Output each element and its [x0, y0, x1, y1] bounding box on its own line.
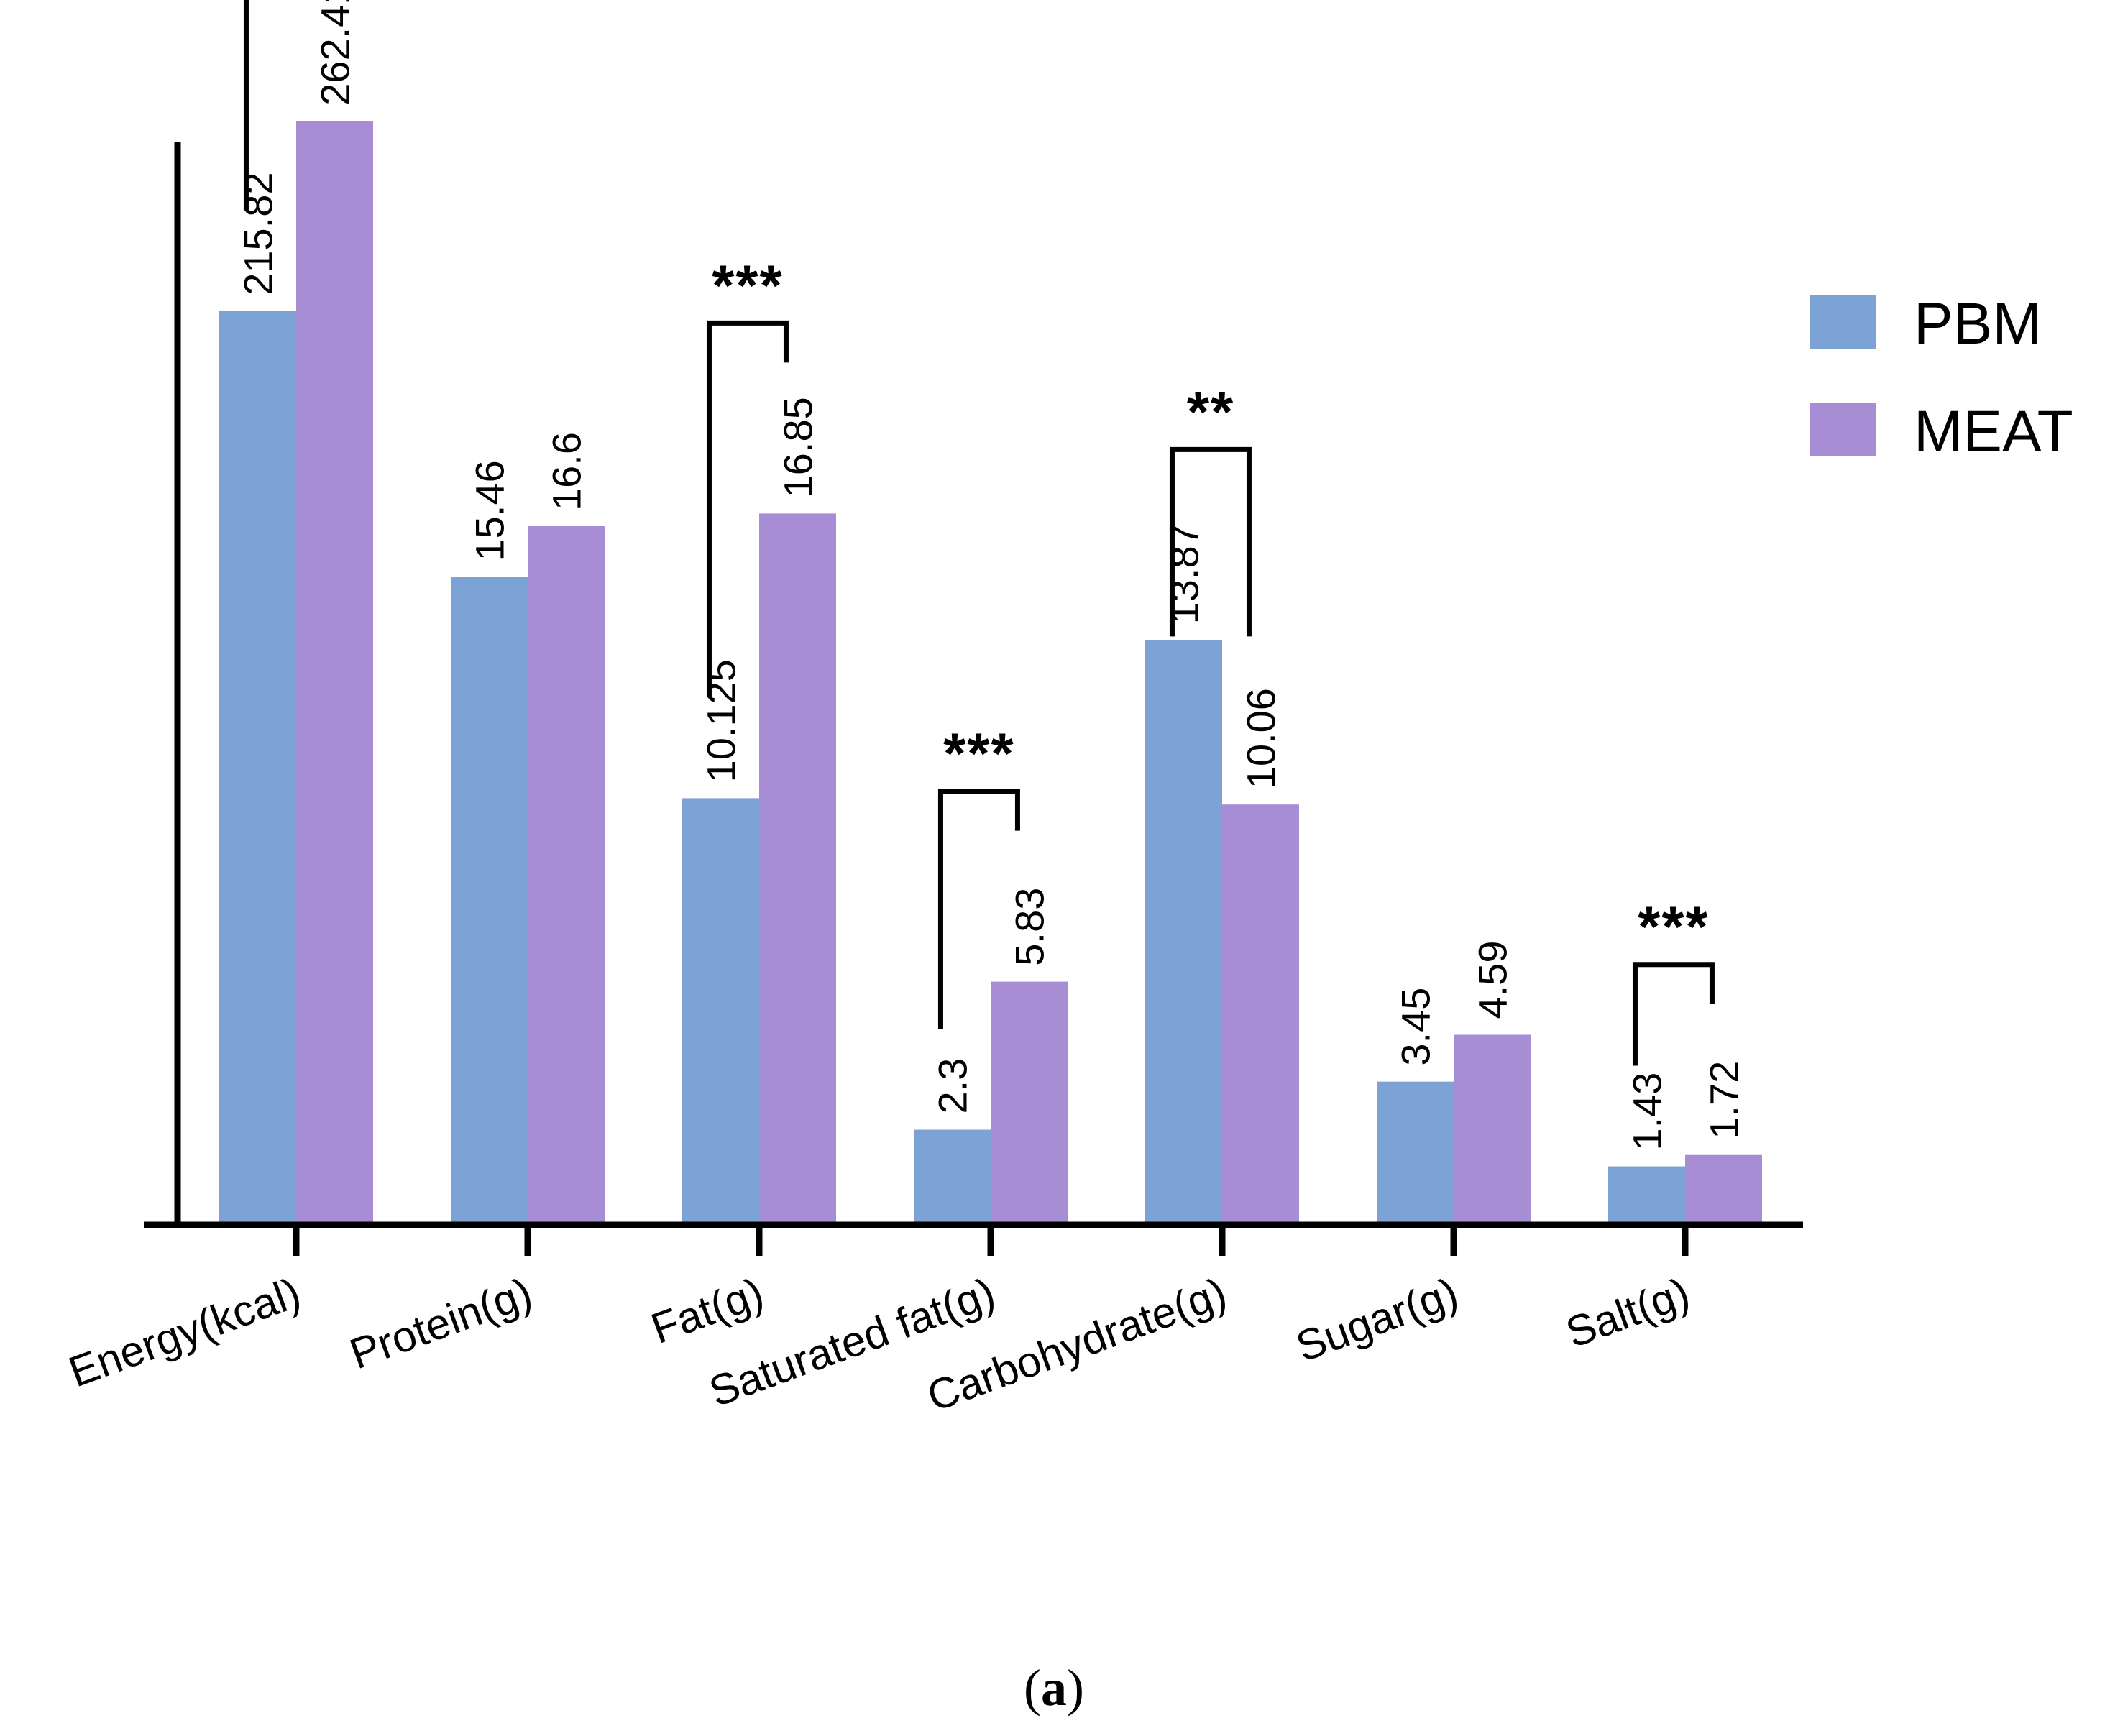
x-tick-label-salt-g: Salt(g) [1559, 1268, 1695, 1356]
value-label-pbm-carbohydrate-g: 13.87 [1162, 523, 1207, 624]
bar-meat-fat-g [759, 513, 836, 1222]
bar-pbm-saturated-fat-g [914, 1129, 991, 1222]
significance-mark-salt-g: *** [1638, 895, 1709, 959]
bar-pbm-fat-g [682, 798, 759, 1222]
significance-mark-saturated-fat-g: *** [943, 722, 1014, 786]
figure-caption: (a) [1024, 1659, 1084, 1717]
value-label-pbm-fat-g: 10.125 [699, 659, 744, 782]
significance-bracket-energy-kcal [243, 0, 249, 211]
x-ticks [293, 1222, 1689, 1256]
x-tick-label-fat-g: Fat(g) [645, 1268, 769, 1353]
x-tick-label-sugar-g: Sugar(g) [1290, 1268, 1464, 1371]
bar-meat-sugar-g [1454, 1034, 1531, 1222]
legend-swatch-meat [1810, 403, 1876, 456]
value-label-pbm-salt-g: 1.43 [1625, 1073, 1670, 1151]
value-label-pbm-saturated-fat-g: 2.3 [930, 1058, 976, 1114]
value-label-meat-saturated-fat-g: 5.83 [1007, 888, 1052, 966]
value-label-pbm-sugar-g: 3.45 [1393, 988, 1439, 1066]
significance-bracket-salt-g [1632, 962, 1715, 1066]
legend-label-pbm: PBM [1914, 291, 2042, 357]
significance-bracket-saturated-fat-g [937, 789, 1020, 1029]
value-label-meat-sugar-g: 4.59 [1470, 941, 1515, 1019]
bar-pbm-salt-g [1608, 1166, 1685, 1222]
significance-brackets: ************** [243, 0, 1715, 1066]
legend-label-meat: MEAT [1914, 399, 2073, 464]
value-label-meat-fat-g: 16.85 [776, 397, 821, 497]
significance-mark-carbohydrate-g: ** [1187, 380, 1234, 444]
value-label-meat-protein-g: 16.6 [544, 432, 590, 510]
x-tick-labels: Energy(kcal) Protein(g) Fat(g)Saturated fa… [63, 1268, 1695, 1420]
bar-meat-energy-kcal [296, 121, 373, 1222]
bar-meat-salt-g [1685, 1154, 1762, 1222]
significance-bracket-carbohydrate-g [1169, 446, 1252, 637]
axes [144, 142, 1803, 1228]
legend-swatch-pbm [1810, 295, 1876, 349]
bar-meat-protein-g [528, 526, 605, 1222]
bar-pbm-protein-g [451, 577, 528, 1222]
legend: PBM MEAT [1810, 291, 2073, 464]
x-tick-label-protein-g: Protein(g) [344, 1268, 538, 1378]
value-label-meat-salt-g: 1.72 [1702, 1061, 1747, 1139]
bar-pbm-energy-kcal [219, 311, 296, 1222]
bar-pbm-carbohydrate-g [1145, 640, 1222, 1222]
bar-value-labels: 215.82 262.41 15.46 16.6 10.125 16.85 2.3 5.83 1… [236, 0, 1747, 1151]
value-label-pbm-protein-g: 15.46 [467, 460, 513, 561]
value-label-pbm-energy-kcal: 215.82 [236, 173, 281, 295]
bar-pbm-sugar-g [1377, 1081, 1454, 1222]
value-label-meat-carbohydrate-g: 10.06 [1239, 688, 1284, 789]
value-label-meat-energy-kcal: 262.41 [313, 0, 358, 106]
x-tick-label-energy-kcal: Energy(kcal) [63, 1268, 306, 1396]
bar-meat-saturated-fat-g [991, 981, 1068, 1222]
significance-mark-fat-g: *** [712, 253, 783, 317]
bar-meat-carbohydrate-g [1222, 804, 1299, 1222]
bars-group [219, 121, 1762, 1222]
significance-bracket-fat-g [706, 320, 789, 698]
